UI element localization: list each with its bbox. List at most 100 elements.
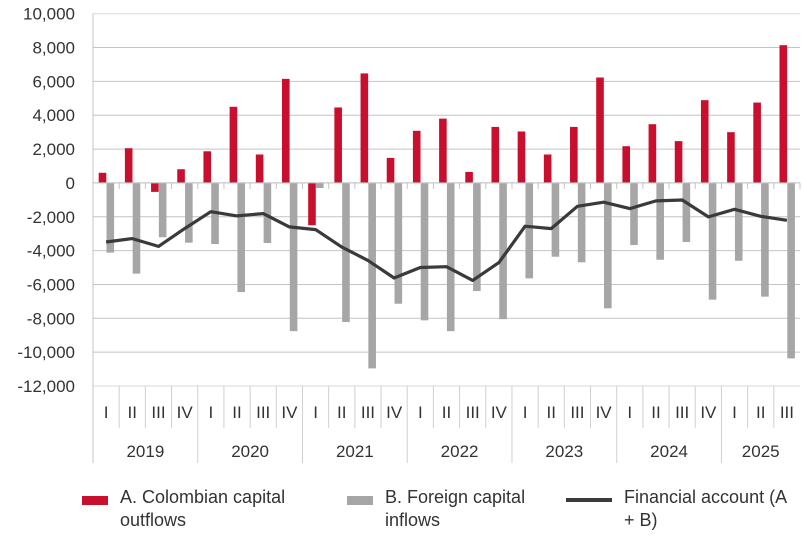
y-tick-label: -8,000	[27, 309, 75, 328]
y-tick-label: -10,000	[17, 343, 75, 362]
bar-outflows	[674, 141, 683, 183]
quarter-label: I	[418, 403, 423, 422]
legend-swatch-inflows	[347, 496, 373, 505]
bar-inflows	[263, 182, 272, 244]
legend-item-financial-account: Financial account (A + B)	[566, 486, 794, 532]
bar-inflows	[342, 182, 350, 323]
legend-item-inflows: B. Foreign capital inflows	[347, 486, 555, 532]
bar-outflows	[124, 148, 133, 183]
bar-outflows	[334, 107, 342, 183]
legend-item-outflows: A. Colombian capital outflows	[82, 486, 320, 532]
bar-outflows	[727, 132, 735, 183]
bar-inflows	[682, 182, 691, 242]
quarter-label: I	[313, 403, 318, 422]
quarter-label: I	[732, 403, 737, 422]
year-label: 2023	[545, 442, 583, 461]
y-tick-label: -2,000	[27, 208, 75, 227]
quarter-label: III	[361, 403, 375, 422]
quarter-label: II	[442, 403, 451, 422]
y-tick-label: 0	[66, 174, 75, 193]
bar-outflows	[281, 78, 290, 183]
bar-inflows	[656, 182, 664, 260]
bar-outflows	[177, 169, 185, 183]
bar-outflows	[229, 106, 238, 183]
quarter-label: I	[208, 403, 213, 422]
bar-outflows	[570, 126, 578, 183]
y-tick-label: -4,000	[27, 242, 75, 261]
year-label: 2021	[336, 442, 374, 461]
quarter-label: IV	[386, 403, 403, 422]
bar-inflows	[158, 182, 167, 238]
bar-outflows	[151, 182, 159, 192]
y-tick-label: -6,000	[27, 275, 75, 294]
quarter-label: III	[256, 403, 270, 422]
bar-inflows	[420, 182, 429, 321]
bar-inflows	[761, 182, 769, 297]
quarter-label: IV	[281, 403, 298, 422]
bar-inflows	[734, 182, 743, 261]
y-tick-label: 4,000	[32, 106, 75, 125]
bar-outflows	[491, 126, 500, 183]
quarter-label: IV	[177, 403, 194, 422]
legend-label-inflows: B. Foreign capital inflows	[385, 487, 526, 530]
bar-inflows	[787, 182, 795, 359]
quarter-label: II	[547, 403, 556, 422]
quarter-label: II	[651, 403, 660, 422]
bar-outflows	[386, 157, 395, 183]
bar-outflows	[517, 131, 526, 183]
quarter-label: I	[104, 403, 109, 422]
bar-inflows	[551, 182, 560, 257]
bar-outflows	[255, 154, 264, 183]
year-label: 2022	[441, 442, 479, 461]
bar-inflows	[106, 182, 115, 253]
y-tick-label: 10,000	[23, 5, 75, 24]
bar-outflows	[753, 102, 761, 183]
bar-outflows	[700, 100, 709, 183]
y-tick-label: 8,000	[32, 39, 75, 58]
bar-inflows	[708, 182, 717, 300]
bar-outflows	[203, 151, 212, 183]
legend-label-outflows: A. Colombian capital outflows	[120, 487, 286, 530]
bar-outflows	[439, 118, 447, 183]
year-label: 2025	[742, 442, 780, 461]
bar-outflows	[308, 182, 316, 226]
bar-inflows	[525, 182, 534, 279]
bar-inflows	[577, 182, 586, 263]
quarter-label: III	[466, 403, 480, 422]
bar-inflows	[499, 182, 507, 320]
y-tick-label: -12,000	[17, 377, 75, 396]
bar-outflows	[622, 146, 630, 183]
quarter-label: IV	[700, 403, 717, 422]
quarter-label: I	[523, 403, 528, 422]
quarter-label: II	[337, 403, 346, 422]
bar-inflows	[394, 182, 403, 304]
bar-inflows	[185, 182, 193, 243]
bar-inflows	[446, 182, 455, 332]
year-label: 2019	[126, 442, 164, 461]
bar-outflows	[465, 171, 473, 183]
legend-swatch-financial-account	[566, 498, 612, 502]
legend-swatch-outflows	[82, 496, 108, 505]
bar-inflows	[473, 182, 481, 292]
bar-inflows	[237, 182, 246, 293]
quarter-label: IV	[491, 403, 508, 422]
year-label: 2020	[231, 442, 269, 461]
bar-outflows	[779, 45, 788, 183]
quarter-label: III	[570, 403, 584, 422]
y-tick-label: 6,000	[32, 72, 75, 91]
quarter-label: II	[756, 403, 765, 422]
bar-inflows	[604, 182, 612, 309]
quarter-label: III	[780, 403, 794, 422]
bar-outflows	[412, 130, 421, 183]
bar-inflows	[289, 182, 298, 332]
quarter-label: IV	[596, 403, 613, 422]
y-tick-label: 2,000	[32, 140, 75, 159]
quarter-label: I	[627, 403, 632, 422]
quarter-label: III	[675, 403, 689, 422]
bar-outflows	[596, 77, 604, 183]
bar-outflows	[543, 154, 552, 183]
bar-inflows	[132, 182, 141, 274]
bar-outflows	[360, 73, 369, 183]
legend-label-financial-account: Financial account (A + B)	[624, 487, 787, 530]
